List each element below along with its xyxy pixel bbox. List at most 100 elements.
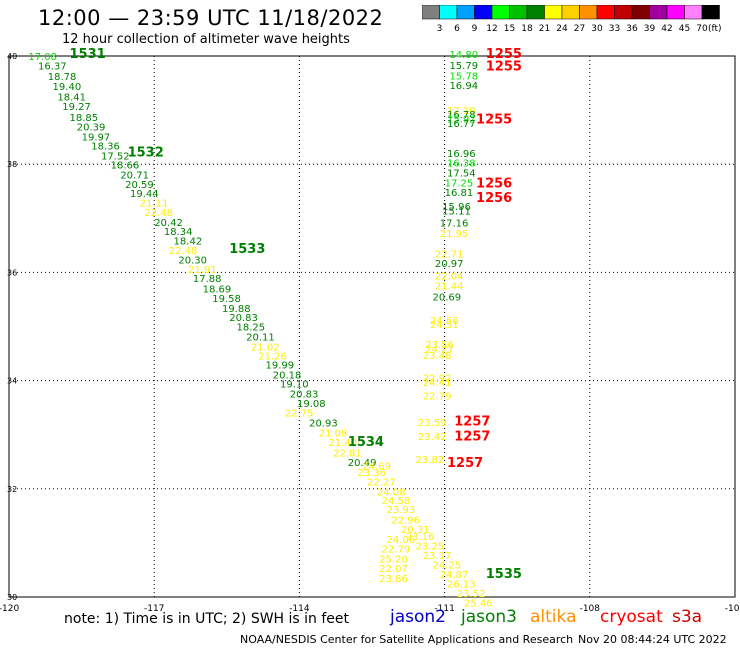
wave-height-value: 23.82: [416, 455, 445, 466]
wave-height-map: -120 -117 -114 -111 -108 -105 40 38 36 34 32 30 17.0…: [0, 47, 740, 614]
wave-height-value: 22.07: [379, 564, 408, 575]
wave-height-value: 19.44: [130, 189, 159, 200]
wave-height-value: 24.58: [382, 496, 411, 507]
wave-height-value: 22.79: [382, 545, 411, 556]
wave-height-value: 26.13: [447, 579, 476, 590]
wave-height-value: 23.56: [425, 340, 454, 351]
pass-time-label: 1257: [454, 415, 490, 430]
wave-height-value: 19.10: [280, 380, 309, 391]
wave-height-value: 15.92: [447, 115, 476, 126]
wave-height-value: 17.16: [440, 218, 469, 229]
wave-height-value: 19.97: [82, 132, 111, 143]
wave-height-value: 22.96: [391, 515, 420, 526]
wave-height-value: 22.75: [285, 408, 314, 419]
wave-height-value: 20.42: [154, 218, 183, 229]
wave-height-value: 24.08: [377, 487, 406, 498]
wave-height-value: 14.80: [449, 50, 478, 61]
pass-time-label: 1255: [476, 113, 512, 128]
pass-time-label: 1257: [454, 430, 490, 445]
wave-height-value: 24.41: [423, 378, 452, 389]
wave-height-value: 21.11: [140, 198, 169, 209]
wave-height-value: 20.93: [309, 419, 338, 430]
wave-height-value: 18.36: [91, 142, 120, 153]
longitude-tick-label: -114: [289, 604, 310, 614]
color-bin-label: 15: [504, 24, 515, 34]
wave-height-value: 24.06: [387, 535, 416, 546]
wave-height-value: 20.97: [435, 259, 464, 270]
wave-height-value: 22.81: [333, 448, 362, 459]
wave-height-value: 20.83: [229, 313, 258, 324]
color-bin-label: 42: [661, 24, 672, 34]
pass-time-label: 1535: [486, 567, 522, 582]
pass-time-label: 1257: [447, 456, 483, 471]
pass-time-label: 1256: [476, 176, 512, 191]
wave-height-value: 20.69: [433, 293, 462, 304]
wave-height-value: 24.56: [430, 316, 459, 327]
color-bin-label: 30: [591, 24, 603, 34]
wave-height-value: 20.59: [125, 180, 154, 191]
wave-height-value: 20.83: [290, 389, 319, 400]
wave-height-value: 23.42: [418, 432, 447, 443]
wave-height-value: 20.71: [120, 170, 149, 181]
pass-time-label: 1255: [486, 47, 522, 62]
wave-height-value: 23.86: [379, 574, 408, 585]
footer-credit: NOAA/NESDIS Center for Satellite Applica…: [240, 633, 574, 646]
wave-height-value: 17.88: [193, 274, 222, 285]
pass-time-label: 1534: [348, 435, 384, 450]
wave-height-value: 22.04: [435, 271, 464, 282]
wave-height-value: 22.27: [367, 478, 396, 489]
wave-height-value: 20.49: [348, 458, 377, 469]
longitude-tick-label: -108: [580, 604, 601, 614]
satellite-name: cryosat: [600, 607, 663, 627]
satellite-name: s3a: [672, 607, 703, 627]
wave-height-value: 21.08: [319, 428, 348, 439]
wave-height-value: 19.08: [297, 399, 326, 410]
wave-height-value: 22.92: [423, 374, 452, 385]
wave-height-value: 16.81: [445, 188, 474, 199]
wave-height-value: 18.78: [48, 72, 77, 83]
wave-height-value: 19.88: [222, 304, 251, 315]
wave-height-value: 20.30: [178, 256, 207, 267]
wave-height-value: 17.52: [101, 151, 130, 162]
wave-height-value: 24.51: [430, 320, 459, 331]
satellite-name: jason3: [461, 607, 517, 627]
pass-time-label: 1255: [486, 60, 522, 75]
pass-time-label: 1532: [128, 146, 164, 161]
wave-height-value: 16.38: [447, 158, 476, 169]
color-bin-label: 18: [521, 24, 533, 34]
wave-height-value: 16.96: [447, 149, 476, 160]
wave-height-value: 17.10: [447, 106, 476, 117]
wave-height-value: 19.99: [266, 361, 295, 372]
wave-height-value: 23.93: [387, 505, 416, 516]
color-bin-label: 27: [574, 24, 585, 34]
latitude-tick-label: 32: [7, 485, 17, 494]
wave-height-value: 25.46: [464, 599, 493, 610]
latitude-tick-label: 36: [7, 268, 17, 277]
latitude-tick-label: 30: [7, 593, 17, 602]
page-title: 12:00 — 23:59 UTC 11/18/2022: [38, 6, 384, 30]
wave-height-value: 24.69: [362, 461, 391, 472]
wave-height-value: 18.25: [236, 322, 265, 333]
wave-height-value: 17.08: [28, 52, 57, 63]
satellite-name: jason2: [390, 607, 446, 627]
latitude-tick-label: 38: [7, 160, 17, 169]
wave-height-value: 23.25: [416, 541, 445, 552]
wave-height-value: 23.16: [406, 532, 435, 543]
page-subtitle: 12 hour collection of altimeter wave hei…: [62, 32, 350, 47]
color-legend: 3 6 9 12 15 18 21 24 27 30 33 36 39 42 45 70 (ft): [422, 5, 722, 34]
wave-height-value: 16.77: [447, 119, 476, 130]
satellite-jason2: jason2: [390, 607, 446, 627]
units-note: note: 1) Time is in UTC; 2) SWH is in fe…: [64, 611, 350, 627]
color-bin-label: 9: [472, 24, 478, 34]
pass-time-label: 1531: [70, 47, 106, 62]
satellite-altika: altika: [530, 607, 577, 627]
wave-height-value: 20.39: [77, 123, 106, 134]
wave-height-value: 24.25: [433, 560, 462, 571]
wave-height-value: 22.48: [145, 208, 174, 219]
color-bin-label: 36: [626, 24, 638, 34]
color-bin-label: 6: [454, 24, 460, 34]
wave-height-value: 21.91: [188, 265, 217, 276]
color-bin-label: 12: [486, 24, 497, 34]
wave-height-value: 15.79: [449, 61, 478, 72]
color-bin-label: 45: [679, 24, 690, 34]
